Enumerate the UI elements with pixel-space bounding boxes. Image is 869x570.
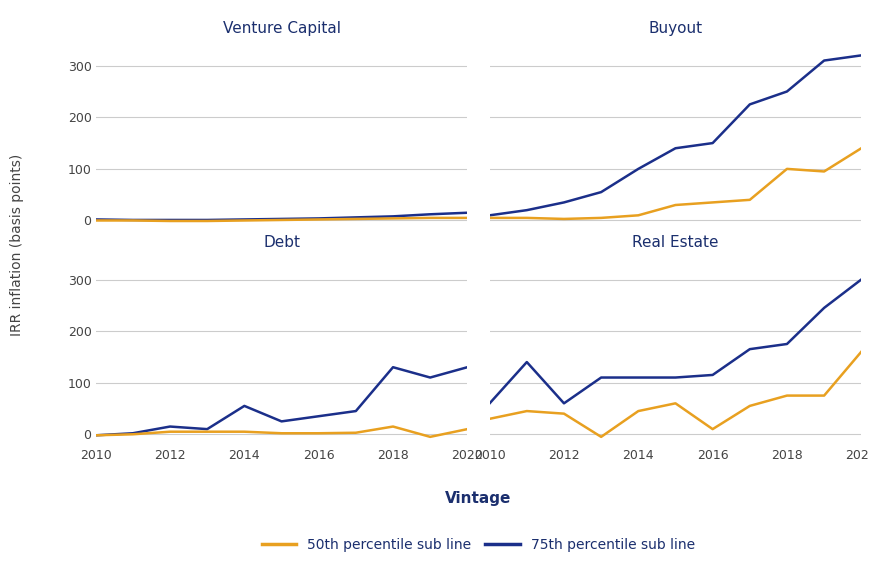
Text: IRR inflation (basis points): IRR inflation (basis points): [10, 154, 24, 336]
Text: Vintage: Vintage: [445, 491, 511, 506]
Title: Real Estate: Real Estate: [632, 235, 718, 250]
Legend: 50th percentile sub line, 75th percentile sub line: 50th percentile sub line, 75th percentil…: [255, 532, 700, 557]
Title: Buyout: Buyout: [647, 21, 702, 36]
Title: Venture Capital: Venture Capital: [222, 21, 340, 36]
Title: Debt: Debt: [262, 235, 300, 250]
